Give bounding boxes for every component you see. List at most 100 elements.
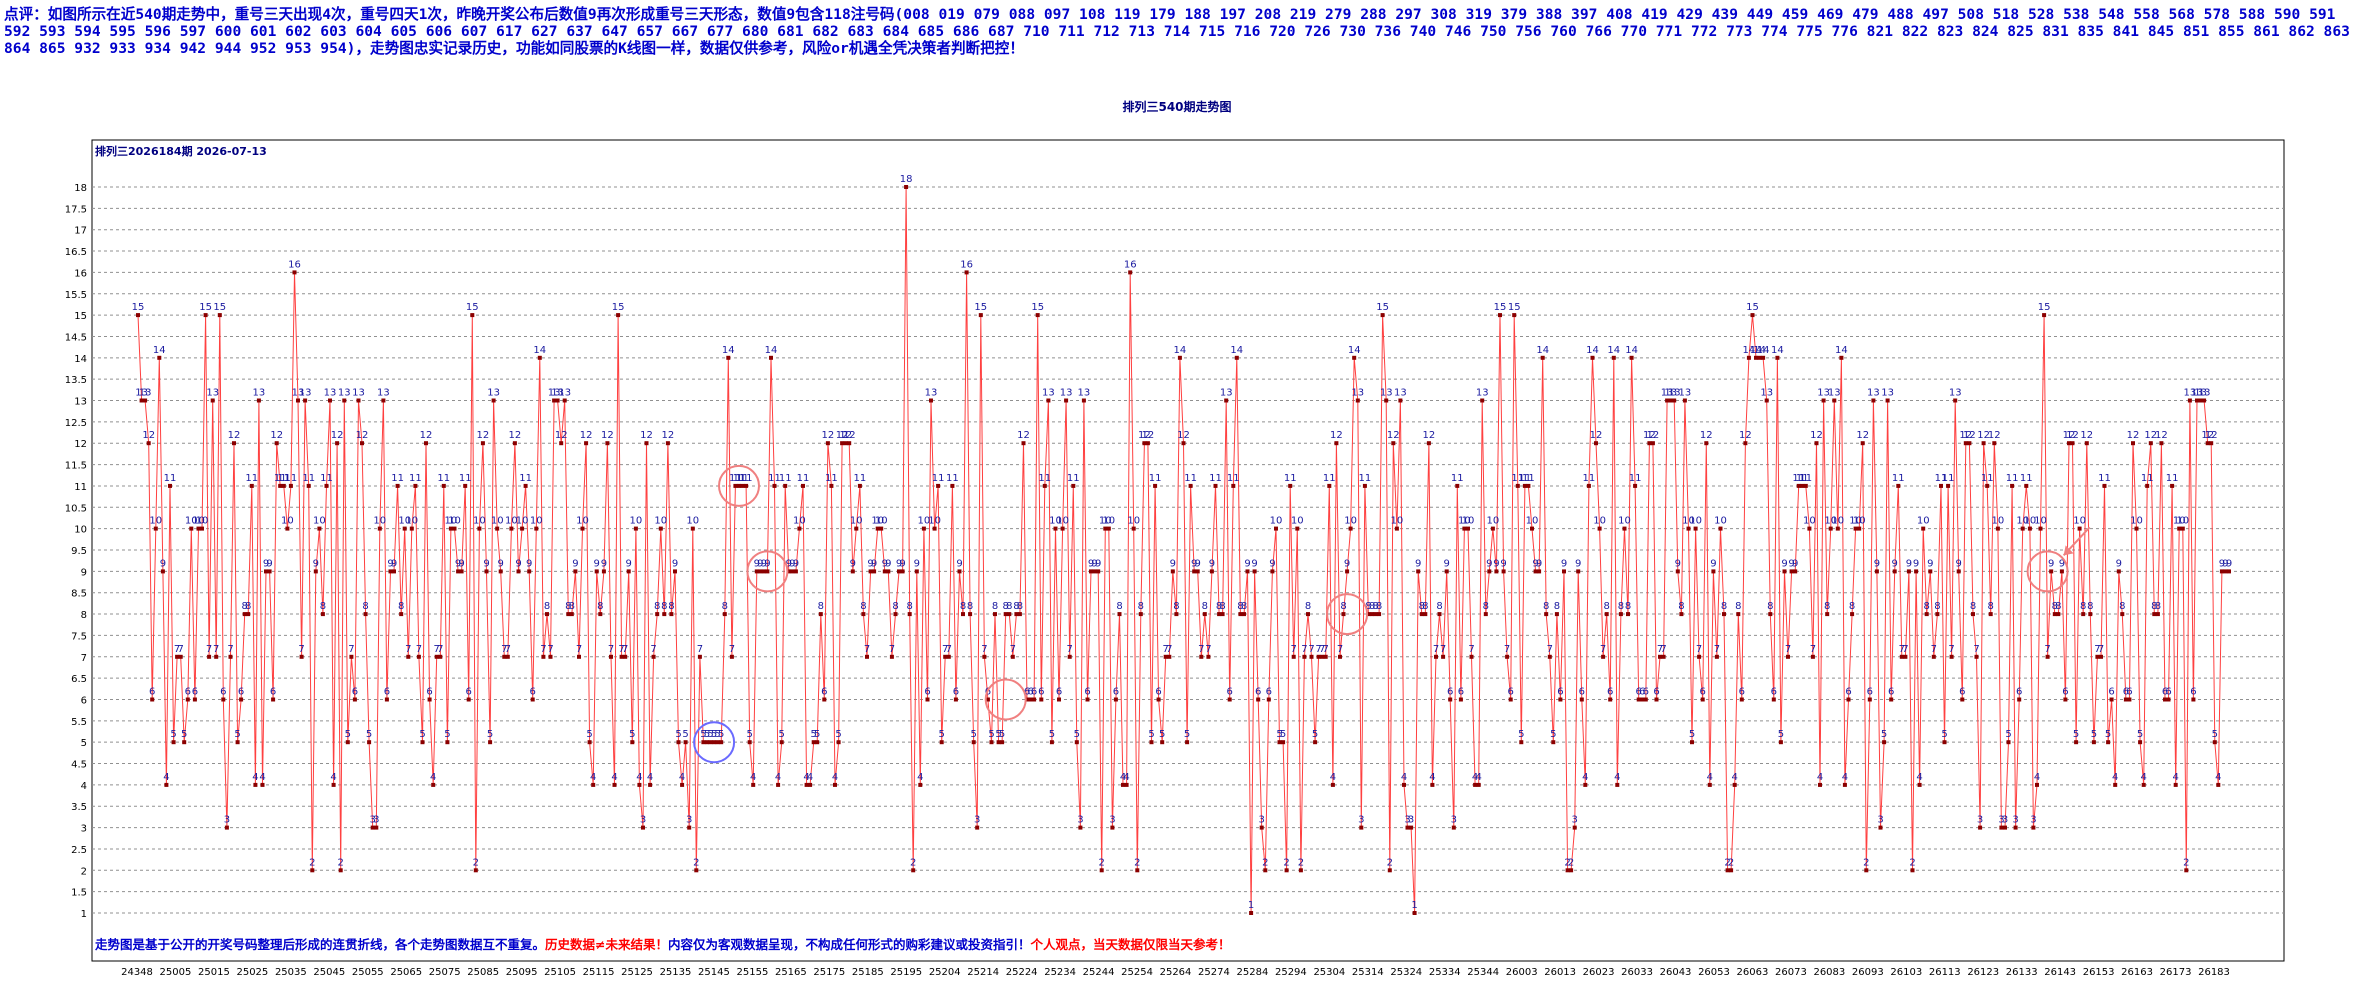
data-point [1569,868,1574,873]
data-label: 7 [416,644,422,655]
data-label: 5 [2212,729,2218,740]
data-point [2059,569,2064,574]
data-label: 11 [779,473,792,484]
data-label: 4 [1732,772,1738,783]
data-label: 10 [928,516,941,527]
data-point [975,825,980,830]
data-point [1067,654,1072,659]
data-label: 7 [298,644,304,655]
data-point [658,526,663,531]
data-label: 7 [2044,644,2050,655]
data-label: 8 [1116,601,1122,612]
data-point [1113,697,1118,702]
data-label: 8 [1924,601,1930,612]
data-label: 5 [835,729,841,740]
data-point [1931,654,1936,659]
data-point [1473,782,1478,787]
data-label: 9 [2116,558,2122,569]
data-point [1469,654,1474,659]
data-label: 9 [1269,558,1275,569]
data-point [1576,569,1581,574]
data-point [537,355,542,360]
data-point [1206,654,1211,659]
data-label: 9 [1209,558,1215,569]
data-label: 8 [1422,601,1428,612]
data-point [1384,398,1389,403]
data-label: 8 [2055,601,2061,612]
panel-label: 排列三2026184期 2026-07-13 [95,144,267,158]
data-point [854,526,859,531]
data-point [1000,740,1005,745]
data-point [239,697,244,702]
data-label: 3 [1572,815,1578,826]
data-label: 10 [1803,516,1816,527]
data-point [1729,868,1734,873]
data-label: 13 [292,388,305,399]
y-tick-label: 16.5 [65,247,87,258]
y-tick-label: 1 [81,909,87,920]
data-point [1661,654,1666,659]
data-point [1789,569,1794,574]
data-point [950,483,955,488]
data-label: 8 [1216,601,1222,612]
data-point [456,569,461,574]
data-point [1551,740,1556,745]
x-tick-label: 25234 [1044,967,1076,978]
data-label: 10 [1344,516,1357,527]
data-point [1608,697,1613,702]
data-point [598,612,603,617]
data-label: 9 [483,558,489,569]
data-point [1530,526,1534,531]
data-label: 9 [455,558,461,569]
data-point [399,612,404,617]
data-point [1853,526,1858,531]
data-label: 7 [1948,644,1954,655]
data-point [921,526,926,531]
data-point [697,654,702,659]
data-label: 15 [1494,302,1507,313]
data-point [964,270,969,275]
data-label: 9 [2222,558,2228,569]
data-label: 5 [1550,729,1556,740]
data-point [744,483,749,488]
data-point [1245,569,1250,574]
data-point [840,441,845,446]
data-point [2013,825,2018,830]
data-point [2159,441,2164,446]
data-point [1764,398,1769,403]
data-label: 11 [1359,473,1372,484]
x-tick-label: 26173 [2160,967,2192,978]
data-point [1451,825,1456,830]
data-point [1832,398,1837,403]
x-tick-label: 25025 [236,967,268,978]
data-point [1242,612,1246,617]
data-point [1864,868,1869,873]
data-point [726,355,731,360]
data-label: 11 [1284,473,1297,484]
data-label: 9 [601,558,607,569]
x-tick-label: 25135 [660,967,692,978]
data-label: 13 [1351,388,1364,399]
data-label: 2 [309,857,315,868]
data-point [843,441,848,446]
data-label: 4 [611,772,617,783]
data-label: 8 [1003,601,1009,612]
data-label: 4 [2034,772,2040,783]
data-label: 4 [1916,772,1922,783]
data-label: 7 [213,644,219,655]
data-label: 10 [686,516,699,527]
data-point [171,740,176,745]
data-point [2163,697,2167,702]
data-point [850,569,855,574]
data-label: 5 [2105,729,2111,740]
data-label: 6 [2062,687,2068,698]
data-point [2006,740,2011,745]
data-point [761,569,766,574]
data-label: 4 [1330,772,1336,783]
y-tick-label: 14.5 [65,332,87,343]
data-point [2212,740,2217,745]
data-label: 11 [2166,473,2179,484]
data-label: 8 [860,601,866,612]
data-point [466,697,471,702]
data-point [313,569,318,574]
